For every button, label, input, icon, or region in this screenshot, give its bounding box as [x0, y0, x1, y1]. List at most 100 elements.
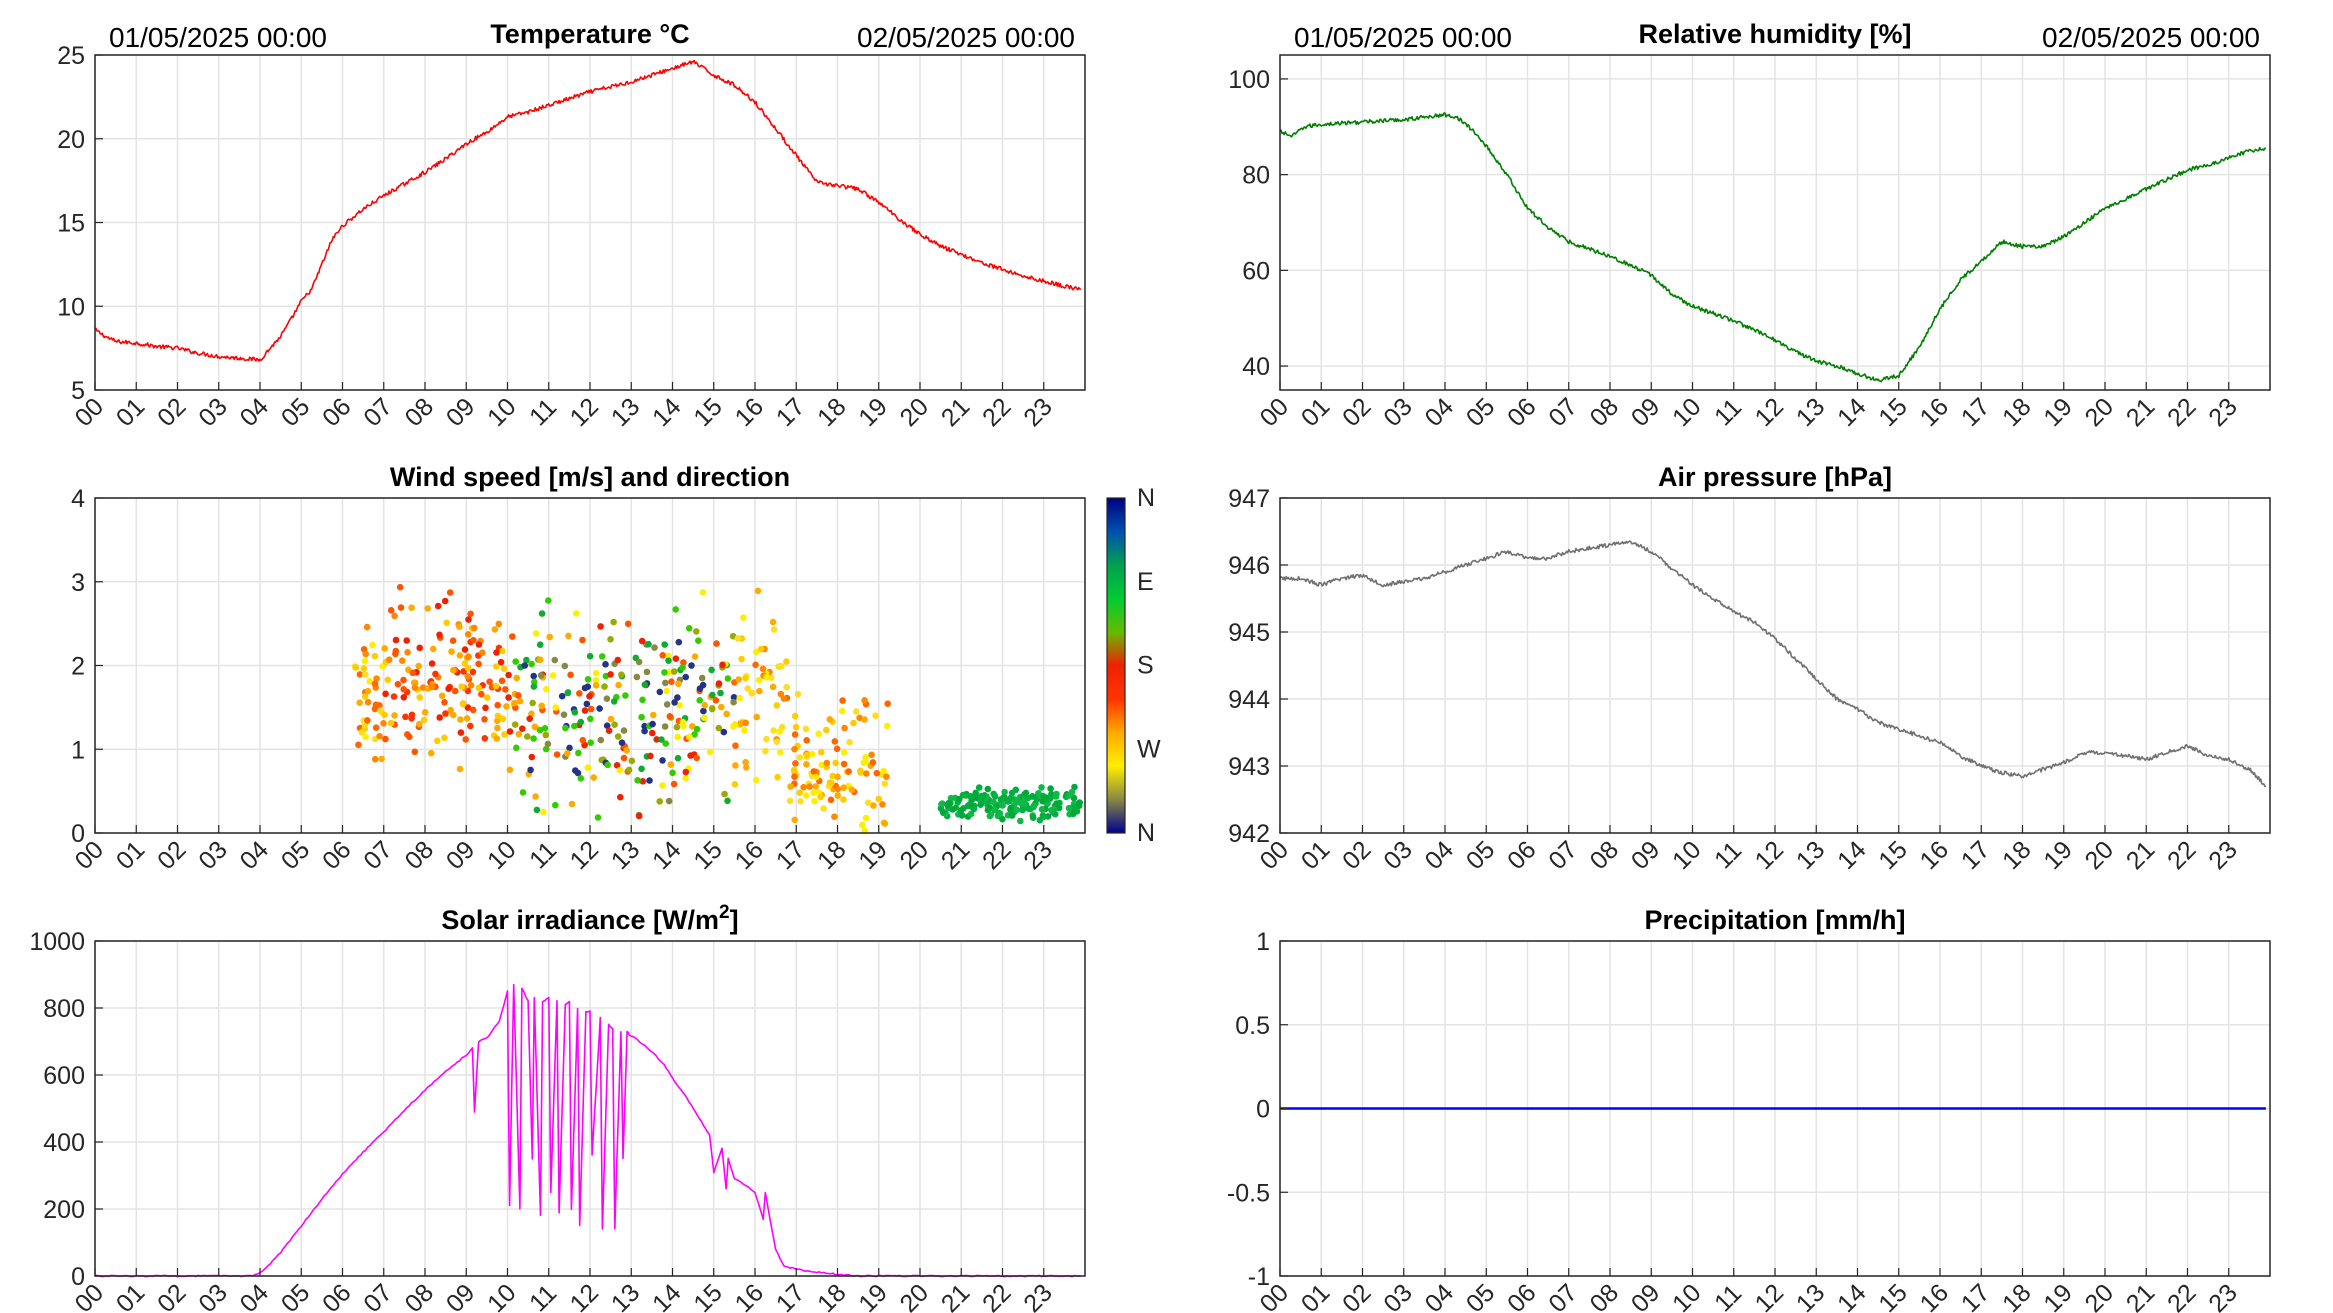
wind-point	[1024, 794, 1032, 802]
wind-point	[491, 626, 499, 633]
wind-point	[645, 640, 652, 648]
wind-point	[884, 700, 891, 707]
wind-point	[742, 674, 749, 682]
wind-point	[540, 808, 547, 816]
x-tick-label: 03	[1378, 1279, 1417, 1313]
x-tick-label: 18	[812, 393, 851, 432]
wind-point	[734, 635, 742, 642]
wind-point	[691, 653, 699, 660]
wind-point	[791, 712, 799, 720]
wind-point	[724, 797, 731, 805]
wind-point	[543, 685, 550, 693]
x-tick-label: 12	[1750, 836, 1789, 875]
x-tick-label: 14	[647, 393, 687, 433]
wind-point	[411, 748, 419, 756]
wind-point	[770, 626, 778, 633]
wind-point	[802, 725, 810, 733]
x-tick-label: 02	[1337, 1279, 1376, 1313]
wind-point	[620, 754, 628, 762]
y-tick-label: -0.5	[1227, 1179, 1270, 1207]
wind-point	[528, 660, 535, 668]
wind-point	[700, 714, 708, 722]
wind-point	[530, 683, 538, 690]
wind-point	[715, 724, 723, 732]
x-tick-label: 16	[730, 1279, 769, 1313]
wind-point	[568, 800, 576, 808]
wind-point	[371, 705, 379, 713]
wind-point	[378, 755, 385, 763]
wind-point	[604, 761, 611, 769]
wind-point	[355, 741, 362, 749]
wind-point	[647, 752, 654, 760]
wind-point	[861, 697, 868, 704]
wind-point	[1013, 798, 1020, 806]
wind-point	[461, 646, 469, 653]
wind-point	[467, 682, 475, 689]
wind-point	[641, 727, 648, 735]
wind-point	[397, 604, 405, 611]
wind-point	[610, 618, 617, 626]
wind-point	[427, 749, 435, 757]
x-tick-label: 09	[441, 836, 480, 875]
wind-point	[939, 808, 947, 816]
y-tick-label: -1	[1248, 1263, 1270, 1291]
wind-point	[546, 633, 553, 641]
wind-point	[542, 745, 550, 753]
wind-point	[879, 801, 886, 808]
y-tick-label: 400	[43, 1129, 85, 1157]
x-tick-label: 02	[152, 836, 191, 875]
x-tick-label: 12	[565, 393, 604, 432]
wind-point	[718, 703, 725, 711]
x-tick-label: 05	[276, 836, 315, 875]
x-tick-label: 19	[2038, 836, 2077, 875]
wind-point	[864, 799, 872, 806]
wind-point	[464, 673, 472, 680]
wind-point	[1076, 799, 1083, 806]
y-tick-label: 947	[1228, 485, 1270, 513]
wind-point	[845, 768, 852, 775]
wind-point	[387, 607, 395, 614]
colorbar-label: E	[1137, 568, 1154, 596]
wind-point	[958, 812, 966, 819]
wind-point	[978, 798, 985, 805]
wind-point	[972, 789, 979, 797]
x-tick-label: 07	[1543, 393, 1582, 432]
wind-point	[1070, 810, 1077, 818]
wind-point	[428, 660, 436, 667]
x-tick-label: 12	[565, 836, 604, 875]
x-tick-label: 22	[977, 393, 1016, 432]
wind-point	[762, 747, 769, 755]
wind-point	[669, 769, 676, 777]
wind-point	[742, 719, 749, 727]
x-tick-label: 17	[771, 1279, 810, 1313]
x-tick-label: 04	[235, 1279, 275, 1313]
wind-point	[967, 792, 974, 800]
wind-point	[883, 773, 890, 780]
x-tick-label: 14	[647, 836, 687, 876]
wind-point	[796, 754, 804, 761]
wind-point	[573, 610, 580, 617]
wind-point	[545, 597, 552, 604]
x-tick-label: 03	[1378, 393, 1417, 432]
wind-point	[872, 712, 879, 719]
wind-point	[720, 728, 728, 736]
wind-point	[848, 786, 856, 793]
wind-point	[552, 801, 559, 809]
wind-point	[791, 745, 798, 753]
wind-point	[541, 725, 549, 732]
wind-point	[810, 789, 817, 796]
wind-point	[984, 785, 992, 793]
wind-point	[682, 768, 690, 776]
x-tick-label: 14	[647, 1279, 687, 1313]
wind-point	[449, 637, 457, 644]
wind-point	[693, 754, 700, 762]
x-tick-label: 10	[482, 393, 521, 432]
wind-point	[1036, 816, 1044, 824]
wind-point	[628, 757, 636, 765]
wind-point	[502, 686, 509, 693]
wind-point	[364, 717, 371, 724]
x-tick-label: 18	[1997, 393, 2036, 432]
chart-title: Precipitation [mm/h]	[1644, 905, 1905, 935]
wind-point	[436, 714, 444, 721]
wind-point	[495, 620, 503, 628]
